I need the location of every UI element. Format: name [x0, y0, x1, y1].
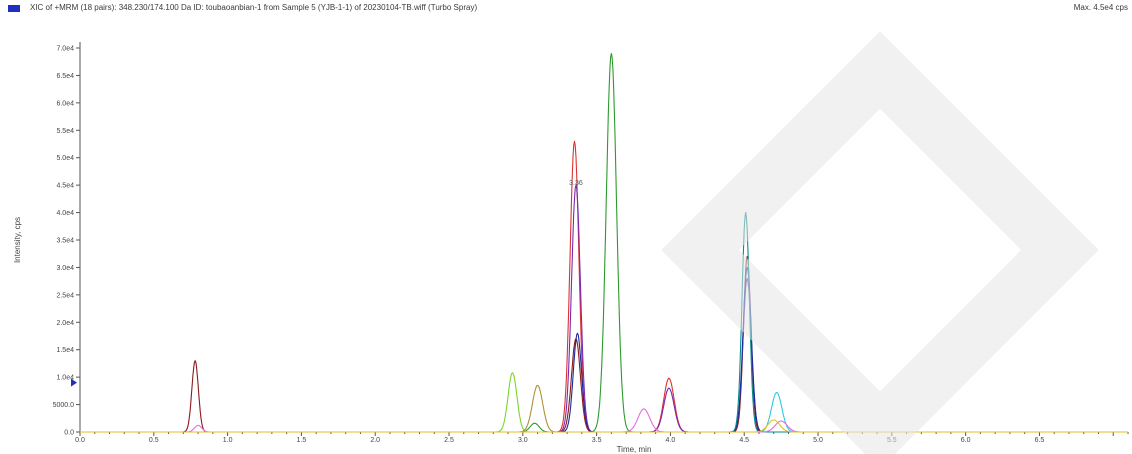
series-line-9: [80, 408, 1128, 433]
x-axis-title: Time, min: [617, 445, 652, 454]
x-tick-label: 0.0: [75, 437, 85, 444]
y-tick-label: 6.0e4: [56, 100, 74, 107]
y-tick-label: 4.0e4: [56, 210, 74, 217]
y-tick-label: 1.5e4: [56, 347, 74, 354]
y-tick-label: 3.0e4: [56, 265, 74, 272]
y-tick-label: 6.5e4: [56, 73, 74, 80]
x-tick-label: 4.5: [739, 437, 749, 444]
x-tick-label: 3.0: [518, 437, 528, 444]
x-tick-label: 4.0: [666, 437, 676, 444]
threshold-marker: [71, 378, 77, 387]
y-tick-label: 0.0: [64, 430, 74, 437]
x-tick-label: 1.0: [223, 437, 233, 444]
series-line-10: [80, 419, 1128, 433]
series-line-8: [80, 391, 1128, 433]
y-tick-label: 7.0e4: [56, 46, 74, 53]
x-tick-label: 0.5: [149, 437, 159, 444]
y-tick-label: 2.5e4: [56, 292, 74, 299]
y-tick-label: 3.5e4: [56, 238, 74, 245]
y-tick-label: 5000.0: [53, 402, 75, 409]
y-axis-title: Intensity, cps: [13, 217, 22, 263]
x-tick-label: 1.5: [297, 437, 307, 444]
y-tick-label: 2.0e4: [56, 320, 74, 327]
x-tick-label: 2.0: [370, 437, 380, 444]
chart-title: XIC of +MRM (18 pairs): 348.230/174.100 …: [30, 3, 478, 12]
series-line-3: [80, 372, 1128, 433]
x-tick-label: 2.5: [444, 437, 454, 444]
max-intensity-label: Max. 4.5e4 cps: [1073, 3, 1128, 12]
x-tick-label: 5.0: [813, 437, 823, 444]
chart-header: XIC of +MRM (18 pairs): 348.230/174.100 …: [0, 0, 1132, 18]
x-tick-label: 6.5: [1035, 437, 1045, 444]
x-tick-label: 6.0: [961, 437, 971, 444]
y-tick-label: 1.0e4: [56, 375, 74, 382]
y-tick-label: 5.5e4: [56, 128, 74, 135]
series-line-4: [80, 384, 1128, 433]
y-tick-label: 4.5e4: [56, 183, 74, 190]
watermark-shape: [661, 31, 1099, 454]
y-tick-label: 5.0e4: [56, 155, 74, 162]
x-tick-label: 3.5: [592, 437, 602, 444]
trace-color-swatch: [8, 5, 20, 12]
peak-annotation: 3.36: [569, 180, 583, 187]
